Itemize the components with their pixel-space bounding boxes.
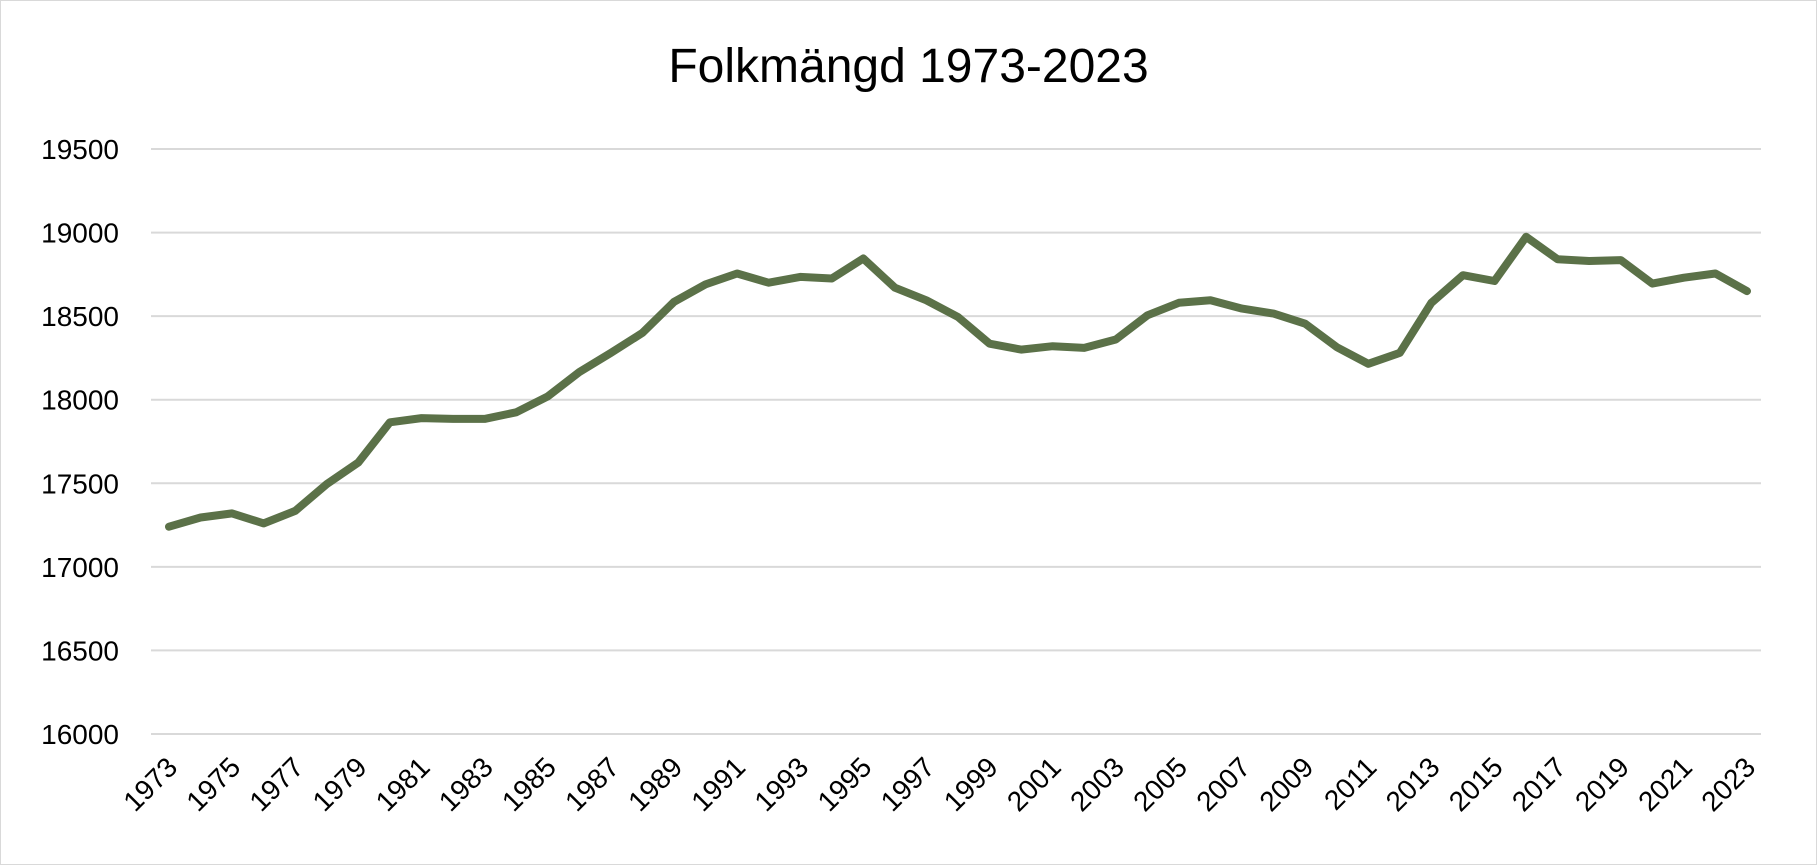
x-tick-label: 1995 <box>812 751 878 817</box>
x-tick-label: 1987 <box>559 751 625 817</box>
y-tick-label: 19500 <box>41 134 119 165</box>
x-tick-label: 2007 <box>1190 751 1256 817</box>
grid-layer <box>151 148 1761 735</box>
x-tick-label: 2001 <box>1001 751 1067 817</box>
x-tick-label: 2017 <box>1506 751 1572 817</box>
y-tick-label: 17000 <box>41 552 119 583</box>
x-tick-label: 1975 <box>180 751 246 817</box>
x-tick-label: 1985 <box>496 751 562 817</box>
y-tick-label: 18500 <box>41 301 119 332</box>
x-tick-label: 1991 <box>685 751 751 817</box>
x-tick-label: 2013 <box>1380 751 1446 817</box>
x-tick-label: 1993 <box>748 751 814 817</box>
y-tick-label: 16000 <box>41 719 119 750</box>
x-tick-label: 1989 <box>622 751 688 817</box>
x-tick-label: 2021 <box>1632 751 1698 817</box>
x-tick-label: 1999 <box>938 751 1004 817</box>
y-axis-ticks: 16000 16500 17000 17500 18000 18500 19000 19500 <box>41 134 119 750</box>
y-tick-label: 16500 <box>41 635 119 666</box>
series-layer <box>165 232 1751 531</box>
y-tick-label: 18000 <box>41 385 119 416</box>
x-tick-label: 1979 <box>307 751 373 817</box>
x-tick-label: 2015 <box>1443 751 1509 817</box>
x-tick-label: 2005 <box>1127 751 1193 817</box>
y-tick-label: 19000 <box>41 218 119 249</box>
x-tick-label: 1977 <box>244 751 310 817</box>
chart-title: Folkmängd 1973-2023 <box>668 40 1149 93</box>
x-tick-label: 2011 <box>1318 751 1383 816</box>
x-tick-label: 1997 <box>875 751 941 817</box>
x-tick-label: 2023 <box>1695 751 1761 817</box>
x-tick-label: 2003 <box>1064 751 1130 817</box>
x-tick-label: 1983 <box>433 751 499 817</box>
x-tick-label: 1981 <box>370 751 436 817</box>
x-tick-label: 2019 <box>1569 751 1635 817</box>
x-axis-ticks: 1973197519771979198119831985198719891991… <box>117 751 1761 817</box>
y-tick-label: 17500 <box>41 468 119 499</box>
x-tick-label: 1973 <box>117 751 183 817</box>
x-tick-label: 2009 <box>1253 751 1319 817</box>
